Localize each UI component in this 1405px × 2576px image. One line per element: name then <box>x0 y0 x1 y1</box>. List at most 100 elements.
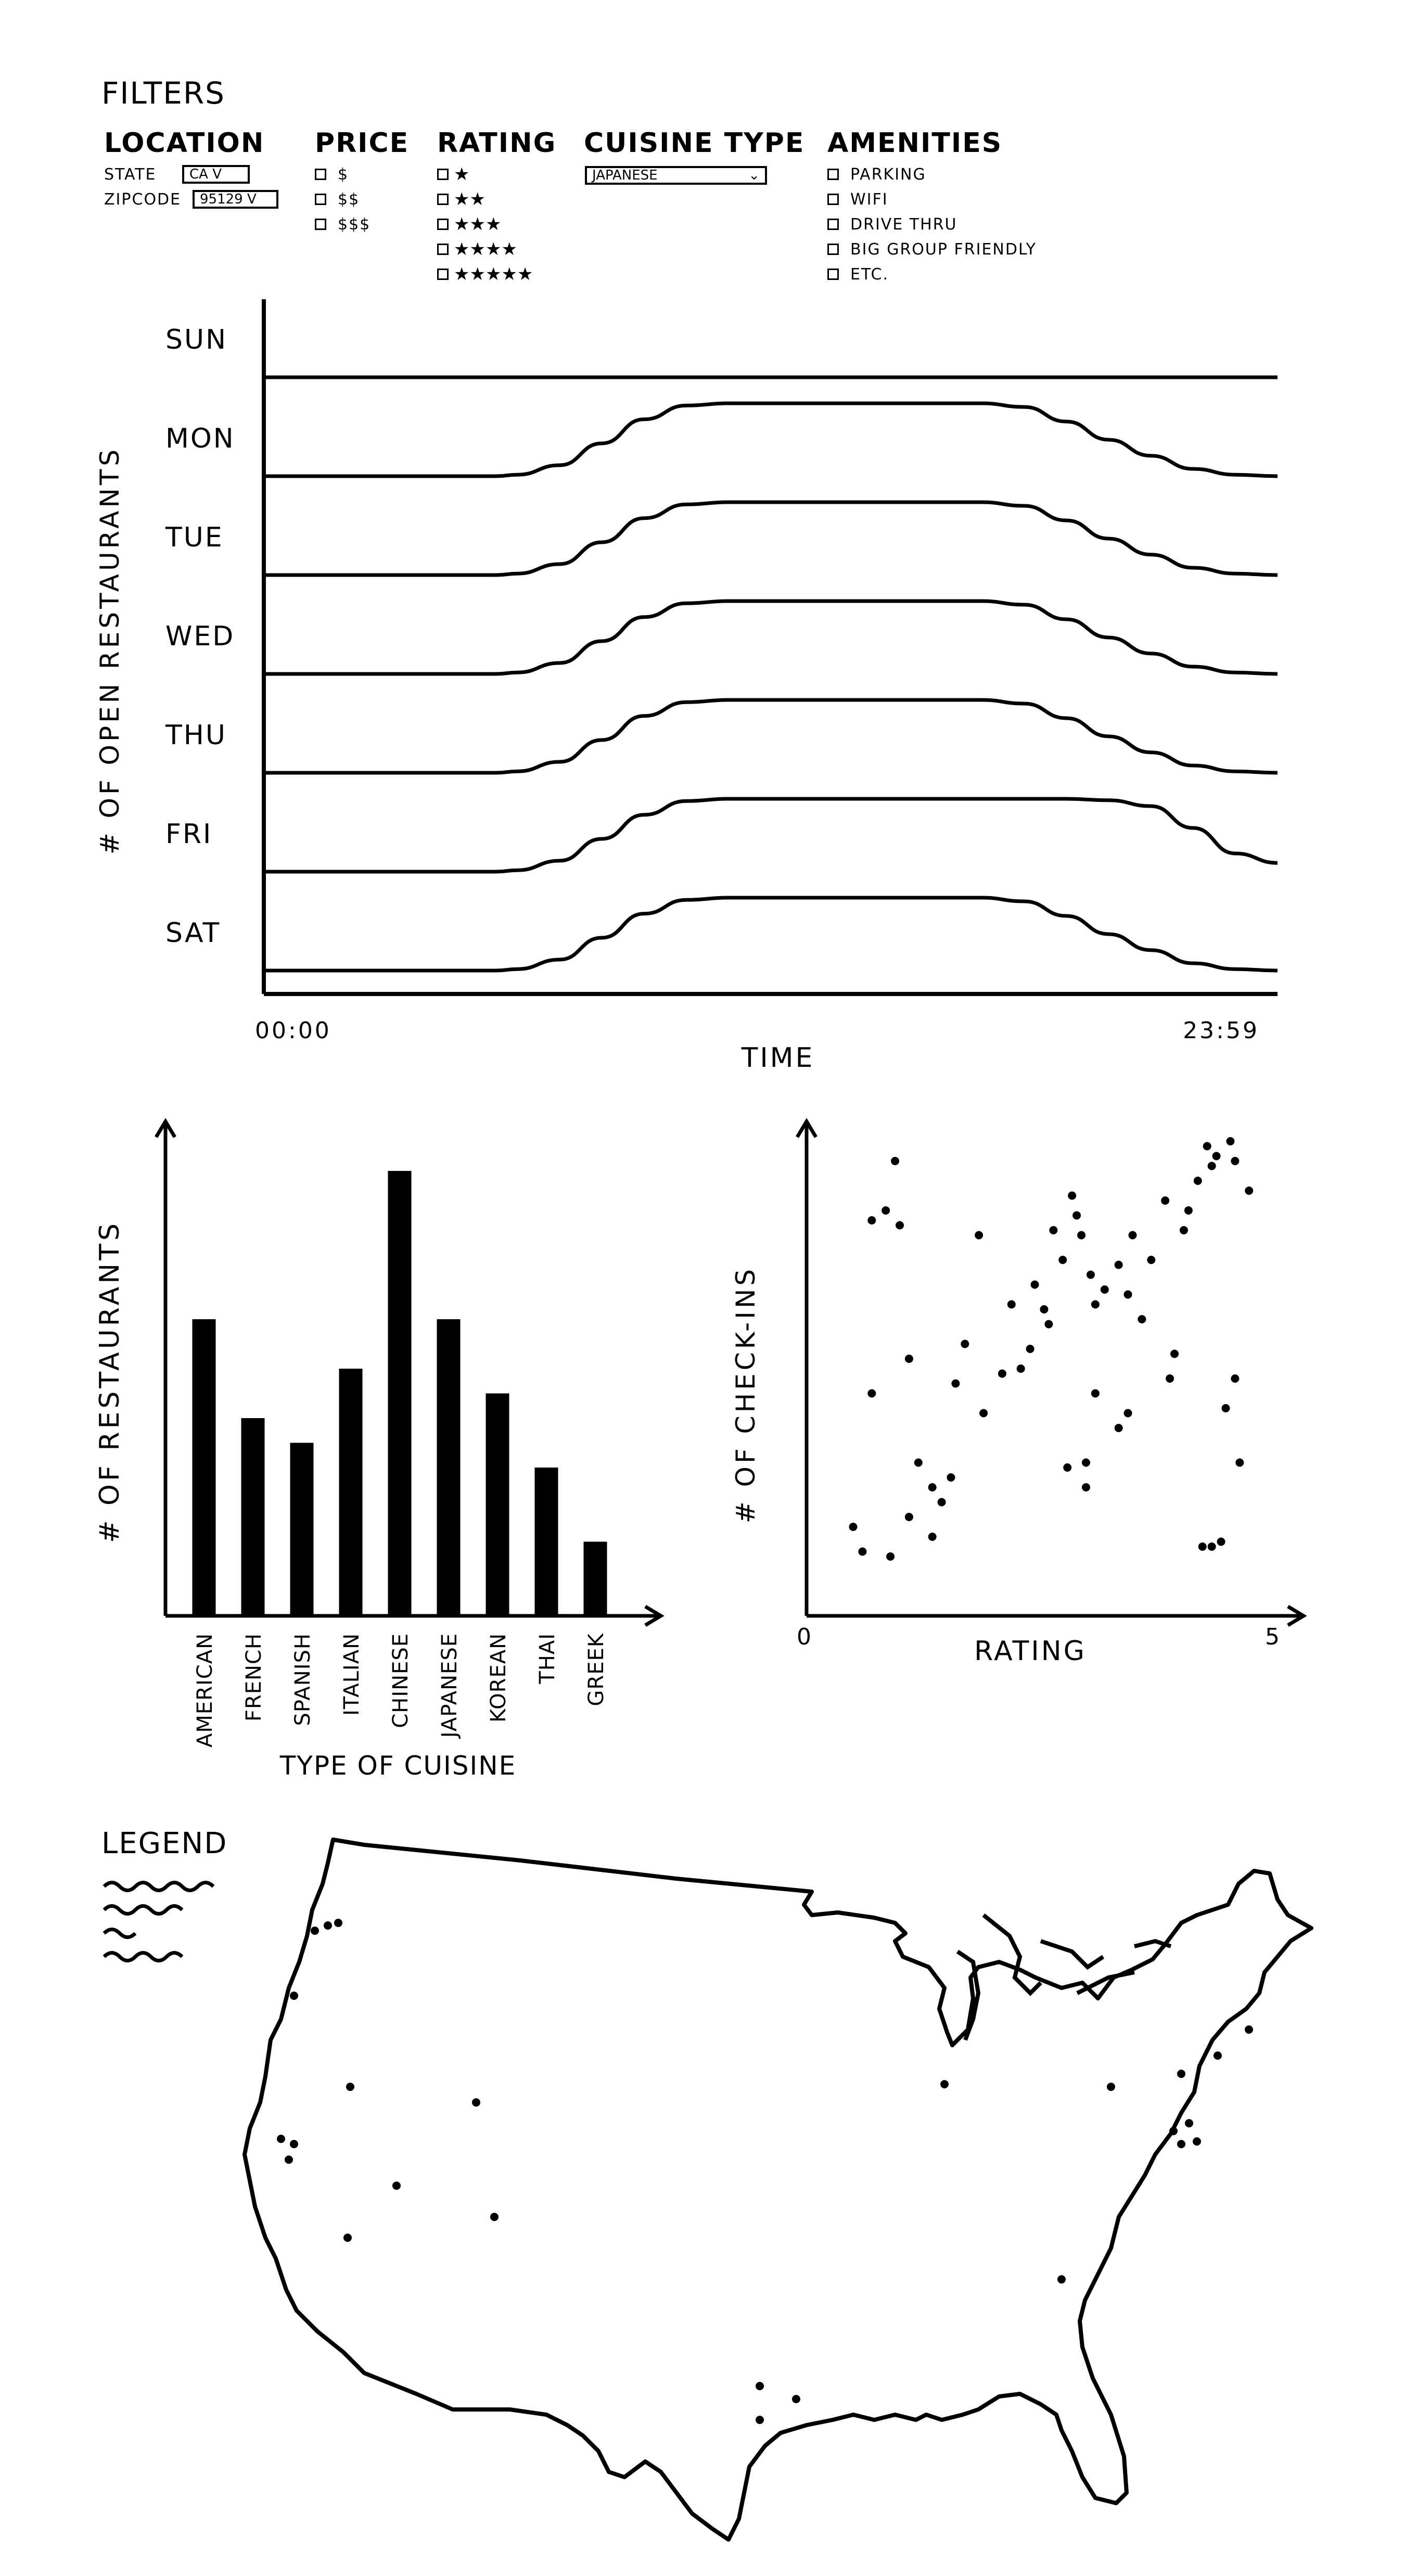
restaurant-marker[interactable] <box>756 2416 764 2424</box>
scatter-point[interactable] <box>1193 1177 1202 1185</box>
restaurant-marker[interactable] <box>290 2140 298 2148</box>
scatter-point[interactable] <box>914 1458 923 1467</box>
scatter-point[interactable] <box>891 1157 900 1165</box>
scatter-point[interactable] <box>1198 1542 1207 1551</box>
scatter-point[interactable] <box>1086 1270 1095 1279</box>
bar-french[interactable] <box>241 1418 265 1616</box>
scatter-point[interactable] <box>1207 1542 1216 1551</box>
restaurant-marker[interactable] <box>1169 2127 1178 2135</box>
scatter-point[interactable] <box>1016 1364 1025 1373</box>
restaurant-marker[interactable] <box>1177 2140 1185 2148</box>
scatter-point[interactable] <box>979 1409 988 1418</box>
restaurant-marker[interactable] <box>1107 2083 1115 2091</box>
restaurant-marker[interactable] <box>490 2213 499 2221</box>
scatter-point[interactable] <box>975 1231 984 1240</box>
price-checkbox-2[interactable] <box>315 194 326 205</box>
scatter-point[interactable] <box>886 1552 895 1561</box>
scatter-point[interactable] <box>1040 1305 1049 1313</box>
rating-checkbox-4[interactable] <box>437 244 449 255</box>
scatter-point[interactable] <box>1072 1211 1081 1220</box>
state-select[interactable]: CA V <box>182 165 250 184</box>
scatter-point[interactable] <box>1226 1137 1235 1145</box>
scatter-point[interactable] <box>928 1533 937 1541</box>
restaurant-marker[interactable] <box>343 2234 352 2242</box>
scatter-point[interactable] <box>1082 1458 1090 1467</box>
price-checkbox-3[interactable] <box>315 219 326 230</box>
restaurant-marker[interactable] <box>346 2083 354 2091</box>
scatter-point[interactable] <box>1231 1157 1240 1165</box>
scatter-point[interactable] <box>1138 1315 1146 1323</box>
scatter-point[interactable] <box>1049 1226 1058 1234</box>
restaurant-marker[interactable] <box>1193 2137 1201 2146</box>
scatter-point[interactable] <box>904 1355 913 1363</box>
scatter-point[interactable] <box>1128 1231 1137 1240</box>
restaurant-marker[interactable] <box>277 2135 285 2143</box>
restaurant-marker[interactable] <box>1057 2275 1066 2284</box>
restaurant-marker[interactable] <box>1185 2119 1193 2127</box>
amenity-checkbox-1[interactable] <box>827 169 839 180</box>
bar-greek[interactable] <box>583 1541 607 1616</box>
scatter-point[interactable] <box>961 1340 969 1348</box>
zipcode-select[interactable]: 95129 V <box>193 190 278 209</box>
restaurant-marker[interactable] <box>756 2382 764 2390</box>
restaurant-marker[interactable] <box>1214 2051 1222 2060</box>
scatter-point[interactable] <box>1123 1290 1132 1299</box>
scatter-point[interactable] <box>1068 1191 1077 1200</box>
scatter-point[interactable] <box>998 1369 1006 1378</box>
scatter-point[interactable] <box>1207 1162 1216 1170</box>
amenity-checkbox-3[interactable] <box>827 219 839 230</box>
bar-thai[interactable] <box>534 1468 558 1616</box>
scatter-point[interactable] <box>1091 1300 1100 1309</box>
scatter-point[interactable] <box>1179 1226 1188 1234</box>
scatter-point[interactable] <box>867 1389 876 1398</box>
bar-american[interactable] <box>192 1319 216 1616</box>
scatter-point[interactable] <box>1170 1349 1179 1358</box>
scatter-point[interactable] <box>1100 1285 1109 1294</box>
scatter-point[interactable] <box>1058 1256 1067 1264</box>
scatter-point[interactable] <box>1221 1404 1230 1412</box>
restaurant-marker[interactable] <box>392 2182 401 2190</box>
restaurant-marker[interactable] <box>940 2080 949 2088</box>
bar-korean[interactable] <box>486 1393 509 1616</box>
rating-checkbox-2[interactable] <box>437 194 449 205</box>
scatter-point[interactable] <box>1147 1256 1156 1264</box>
scatter-point[interactable] <box>951 1379 960 1388</box>
scatter-point[interactable] <box>1026 1345 1034 1353</box>
scatter-point[interactable] <box>1077 1231 1086 1240</box>
restaurant-marker[interactable] <box>1245 2025 1253 2034</box>
restaurant-marker[interactable] <box>290 1992 298 2000</box>
scatter-point[interactable] <box>1231 1374 1240 1383</box>
scatter-point[interactable] <box>1082 1483 1090 1491</box>
scatter-point[interactable] <box>1203 1142 1211 1151</box>
scatter-point[interactable] <box>937 1498 946 1507</box>
bar-japanese[interactable] <box>437 1319 461 1616</box>
restaurant-marker[interactable] <box>285 2156 293 2164</box>
scatter-point[interactable] <box>904 1513 913 1521</box>
amenity-checkbox-5[interactable] <box>827 269 839 280</box>
scatter-point[interactable] <box>1044 1320 1053 1329</box>
bar-spanish[interactable] <box>290 1443 314 1616</box>
price-checkbox-1[interactable] <box>315 169 326 180</box>
restaurant-marker[interactable] <box>1177 2070 1185 2078</box>
restaurant-marker[interactable] <box>792 2395 800 2403</box>
bar-chinese[interactable] <box>388 1171 412 1616</box>
scatter-point[interactable] <box>896 1221 904 1230</box>
scatter-point[interactable] <box>1030 1280 1039 1289</box>
scatter-point[interactable] <box>1007 1300 1016 1309</box>
scatter-point[interactable] <box>1212 1152 1221 1161</box>
scatter-point[interactable] <box>882 1206 890 1215</box>
scatter-point[interactable] <box>1166 1374 1174 1383</box>
amenity-checkbox-4[interactable] <box>827 244 839 255</box>
scatter-point[interactable] <box>1114 1260 1123 1269</box>
scatter-point[interactable] <box>1161 1196 1170 1205</box>
scatter-point[interactable] <box>928 1483 937 1491</box>
restaurant-marker[interactable] <box>334 1919 342 1927</box>
restaurant-marker[interactable] <box>311 1927 319 1935</box>
rating-checkbox-1[interactable] <box>437 169 449 180</box>
rating-checkbox-3[interactable] <box>437 219 449 230</box>
amenity-checkbox-2[interactable] <box>827 194 839 205</box>
scatter-point[interactable] <box>1114 1424 1123 1432</box>
scatter-point[interactable] <box>1235 1458 1244 1467</box>
scatter-point[interactable] <box>1245 1187 1254 1195</box>
rating-checkbox-5[interactable] <box>437 269 449 280</box>
